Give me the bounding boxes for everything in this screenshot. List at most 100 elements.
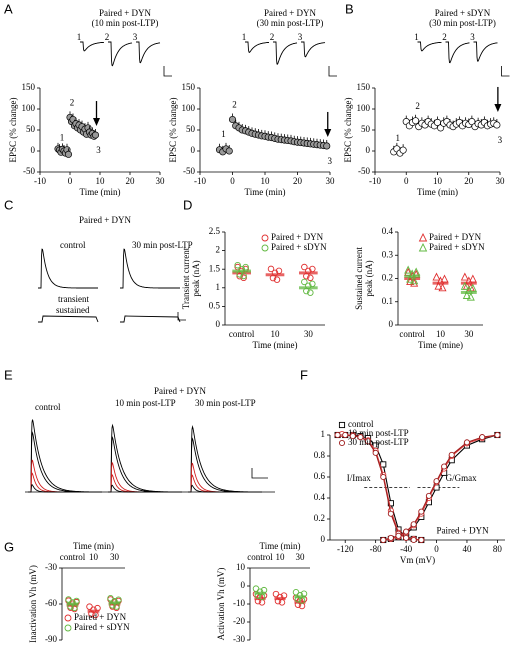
y-tick-label: -50 <box>183 166 195 176</box>
scale-bar <box>177 312 186 321</box>
x-tick-label: 10 <box>89 552 99 562</box>
annotation: 2 <box>70 97 75 107</box>
marker <box>432 272 441 281</box>
marker <box>395 532 402 539</box>
arrow-head <box>93 118 100 127</box>
trace-number: 3 <box>298 32 303 42</box>
x-tick-label: 10 <box>276 552 286 562</box>
marker <box>410 276 419 285</box>
y-tick-label: -60 <box>45 598 57 608</box>
arrow-head <box>324 128 332 137</box>
marker <box>261 244 269 252</box>
x-tick-label: -120 <box>337 544 354 554</box>
marker <box>387 534 394 541</box>
marker <box>404 265 413 274</box>
trace <box>188 484 262 493</box>
marker <box>342 431 349 439</box>
trace-label: 30 min post-LTP <box>195 398 256 408</box>
annotation: 2 <box>232 100 237 110</box>
marker <box>86 603 93 610</box>
marker <box>240 274 247 282</box>
legend-label: Paired + DYN <box>429 232 482 242</box>
marker <box>267 265 275 273</box>
marker <box>460 272 469 281</box>
x-tick-label: 30 <box>326 176 336 186</box>
marker <box>494 431 501 439</box>
annotation: Paired + DYN <box>437 526 490 536</box>
scale-bar <box>163 66 172 77</box>
marker <box>462 290 471 299</box>
annotation: 3 <box>498 135 503 145</box>
trace <box>301 41 326 58</box>
y-tick-label: 0 <box>321 534 326 544</box>
mean-bar <box>432 281 449 285</box>
marker <box>338 421 346 429</box>
mean-bar <box>299 286 318 290</box>
marker <box>441 463 448 470</box>
y-tick-label: 0.1 <box>382 296 393 306</box>
panel-title: Paired + DYN <box>154 386 207 396</box>
marker <box>387 510 394 517</box>
annotation: G/Gmax <box>446 473 477 483</box>
trace-number: 2 <box>270 32 275 42</box>
marker <box>463 439 471 446</box>
component-label: transient <box>58 294 89 304</box>
legend-label: Paired + DYN <box>74 612 127 622</box>
y-axis-label: Sustained current <box>354 247 364 310</box>
trace-number: 3 <box>133 32 138 42</box>
y-tick-label: 50 <box>361 124 371 134</box>
x-tick-label: control <box>60 552 86 562</box>
y-tick-label: -50 <box>358 166 370 176</box>
scale-bar <box>251 468 268 479</box>
trace <box>417 41 442 52</box>
chart-title: Paired + DYN <box>99 8 152 18</box>
legend-label: Paired + DYN <box>271 232 324 242</box>
y-tick-label: 50 <box>186 124 196 134</box>
y-tick-label: -30 <box>45 562 57 572</box>
marker <box>468 274 477 283</box>
chart-title: Paired + DYN <box>264 8 317 18</box>
y-tick-label: 100 <box>182 103 196 113</box>
mean-bar <box>232 269 251 273</box>
y-tick-label: 0 <box>241 580 246 590</box>
y-tick-label: 1.5 <box>209 263 221 273</box>
y-tick-label: 0 <box>31 145 36 155</box>
y-tick-label: 0.5 <box>209 300 221 310</box>
mean-bar <box>299 271 318 275</box>
x-tick-label: 30 <box>464 329 474 339</box>
x-tick-label: control <box>229 329 255 339</box>
panel-letter: B <box>345 1 354 16</box>
x-axis-label: Time (min) <box>245 187 286 197</box>
trace-label: control <box>60 240 86 250</box>
marker <box>418 242 428 252</box>
y-tick-label: -30 <box>233 634 245 644</box>
trace <box>80 41 104 52</box>
marker <box>261 234 269 242</box>
marker <box>364 438 372 445</box>
data-point <box>399 146 407 154</box>
panel-title: Paired + DYN <box>79 215 132 225</box>
marker <box>357 434 364 441</box>
marker <box>410 521 417 528</box>
legend-label: control <box>348 419 374 429</box>
annotation: 1 <box>60 132 65 142</box>
x-axis-label: Time (min) <box>260 541 301 551</box>
marker <box>65 596 72 603</box>
x-axis-label: Time (min) <box>80 187 121 197</box>
x-tick-label: -10 <box>34 176 46 186</box>
y-tick-label: 150 <box>182 82 196 92</box>
y-tick-label: 0.6 <box>314 471 326 481</box>
annotation: 1 <box>396 133 401 143</box>
mean-bar <box>254 591 266 595</box>
marker <box>466 292 475 301</box>
trace-number: 2 <box>105 32 110 42</box>
mean-bar <box>460 281 477 285</box>
y-tick-label: 2 <box>216 245 221 255</box>
x-tick-label: 10 <box>261 176 271 186</box>
component-label: sustained <box>56 305 90 315</box>
marker <box>479 434 486 441</box>
marker <box>301 278 308 286</box>
x-tick-label: 10 <box>271 329 281 339</box>
panel-letter: G <box>4 539 14 554</box>
y-tick-label: -20 <box>233 616 245 626</box>
